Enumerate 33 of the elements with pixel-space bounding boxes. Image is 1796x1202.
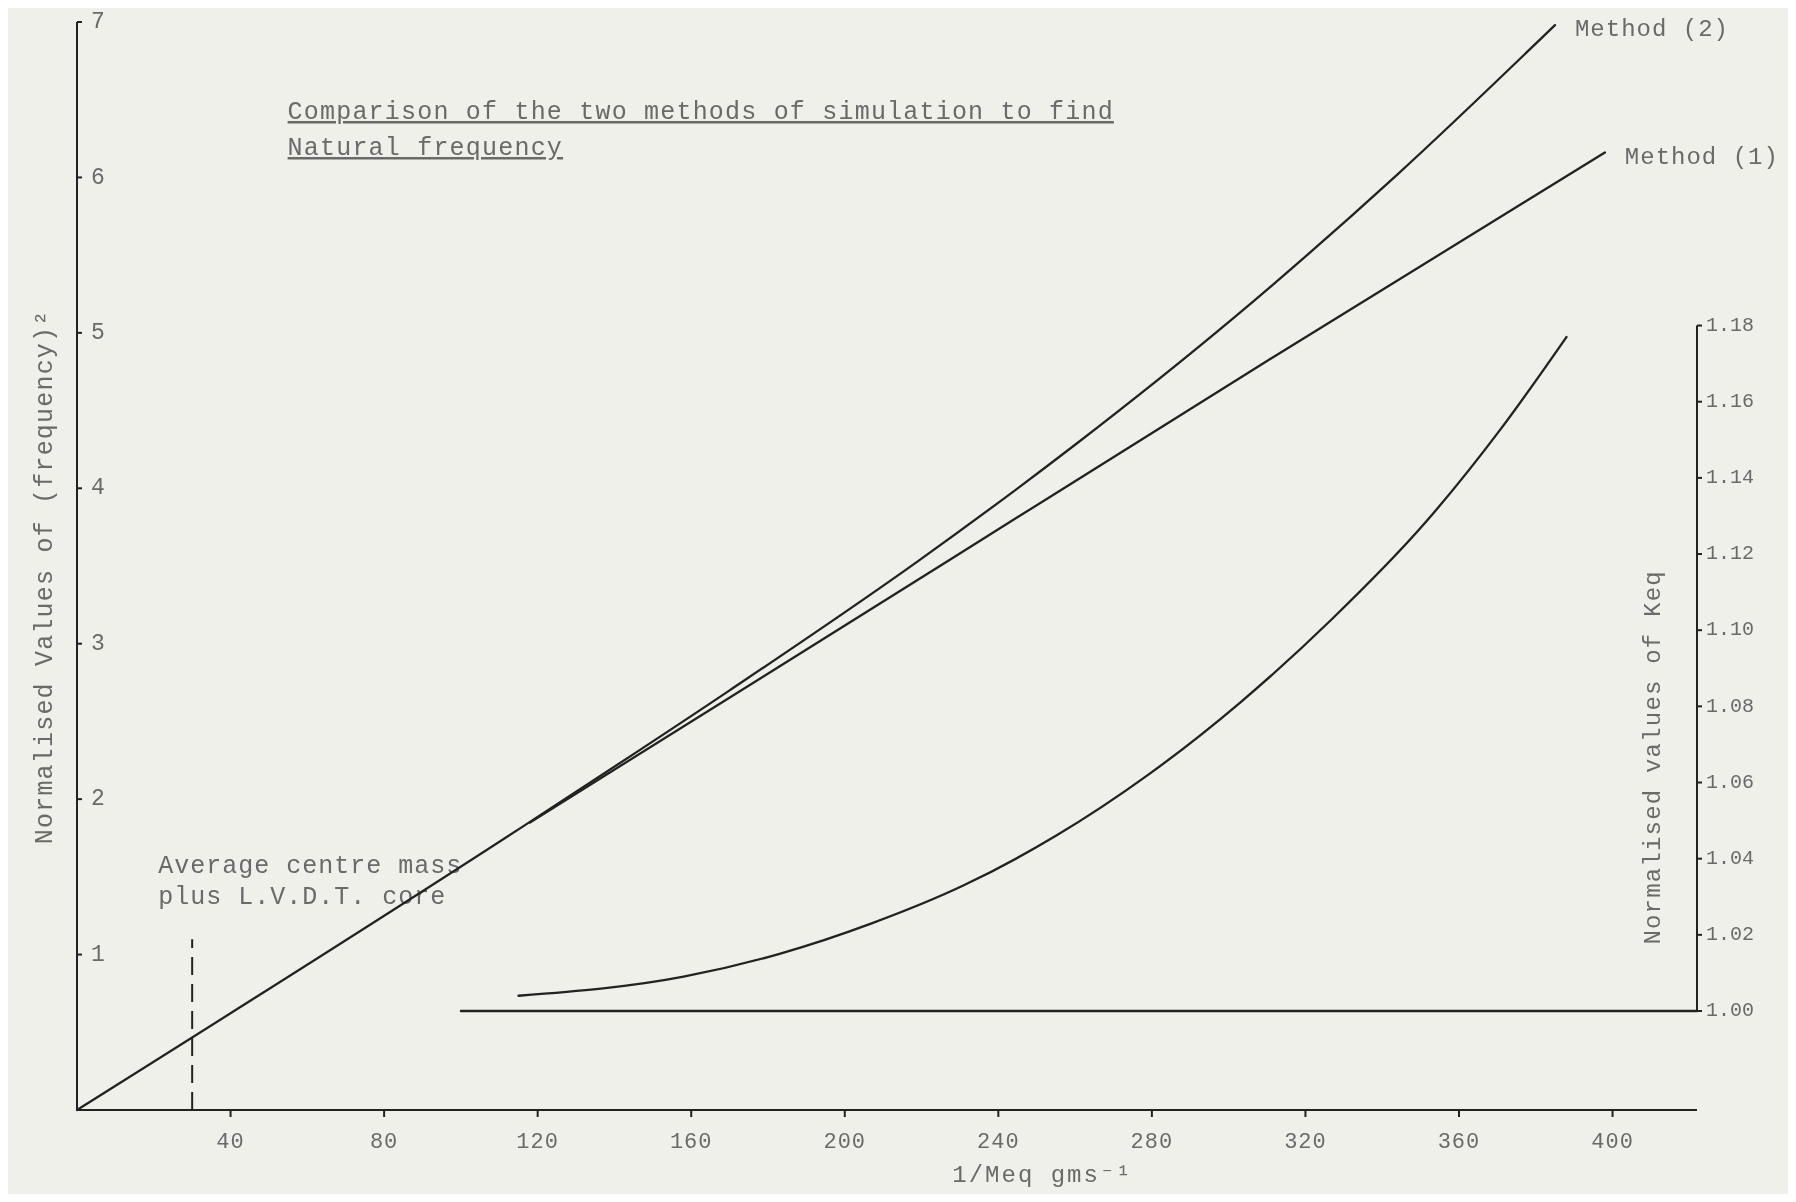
y2-tick-label: 1.10 <box>1706 618 1755 642</box>
y2-tick-label: 1.16 <box>1706 389 1755 413</box>
x-tick-label: 400 <box>1591 1129 1634 1155</box>
y-tick-label: 7 <box>91 9 105 36</box>
y-tick-label: 5 <box>91 319 105 346</box>
y2-tick-label: 1.04 <box>1706 846 1755 870</box>
text: Comparison of the two methods of simulation to find Natural frequency <box>287 98 1114 163</box>
x-tick-label: 320 <box>1284 1129 1327 1155</box>
x-tick-label: 160 <box>669 1129 713 1155</box>
y2-tick-label: 1.14 <box>1706 466 1755 490</box>
y-tick-label: 6 <box>91 164 105 191</box>
x-axis-title: 1/Meq gms⁻¹ <box>952 1162 1133 1189</box>
y2-tick-label: 1.12 <box>1706 542 1755 566</box>
y2-tick-label: 1.02 <box>1706 923 1755 947</box>
y-tick-label: 4 <box>91 475 105 502</box>
y-tick-label: 2 <box>91 786 105 813</box>
x-tick-label: 200 <box>823 1129 867 1155</box>
x-tick-label: 80 <box>369 1129 399 1155</box>
y2-tick-label: 1.18 <box>1706 313 1755 337</box>
y-axis-title: Normalised Values of (frequency)² <box>30 309 60 845</box>
y2-axis-title: Normalised values of Keq <box>1640 570 1668 945</box>
x-tick-label: 240 <box>977 1129 1020 1155</box>
y-tick-label: 3 <box>91 630 105 657</box>
series-label: Method (2) <box>1574 16 1729 44</box>
series-label: Method (1) <box>1624 143 1779 171</box>
x-tick-label: 40 <box>216 1129 245 1155</box>
y2-tick-label: 1.08 <box>1706 694 1755 718</box>
x-tick-label: 360 <box>1437 1129 1481 1155</box>
x-tick-label: 120 <box>516 1129 559 1155</box>
x-tick-label: 280 <box>1130 1129 1174 1155</box>
y2-tick-label: 1.00 <box>1706 999 1755 1023</box>
y2-tick-label: 1.06 <box>1706 770 1755 794</box>
y-tick-label: 1 <box>91 941 105 968</box>
